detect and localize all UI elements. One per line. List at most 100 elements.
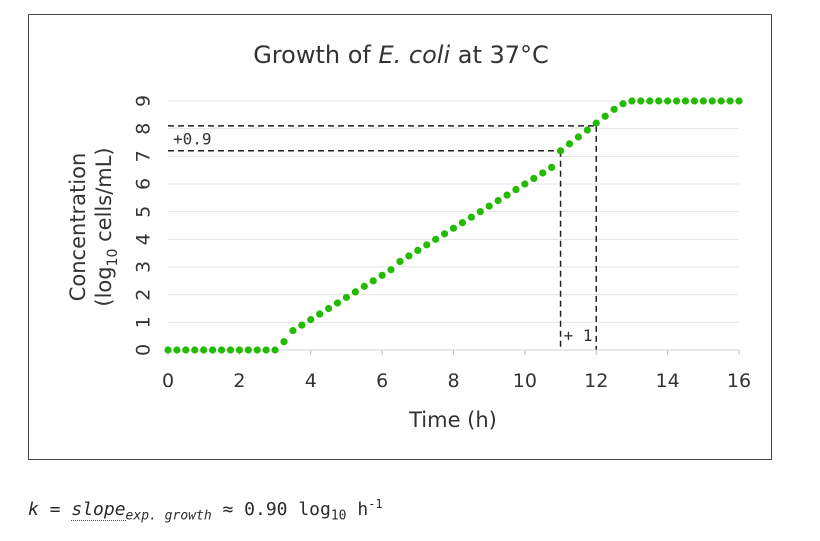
formula-equals: = [38,499,72,520]
reference-lines [168,125,597,350]
data-point [521,180,529,188]
data-point [601,112,609,120]
formula-log-sub: 10 [330,508,347,524]
data-point [333,299,342,307]
formula-approx: ≈ 0.90 log [211,499,331,520]
x-tick-label: 2 [233,370,245,392]
x-tick-label: 12 [584,370,608,392]
data-point [191,346,199,354]
data-point [699,97,707,105]
data-point [592,119,600,127]
data-point [164,346,172,354]
grid-lines [168,100,739,323]
data-point [646,97,654,105]
data-point [271,346,279,354]
data-point [298,321,306,329]
data-point [209,346,217,354]
y-tick-label: 6 [133,178,155,190]
y-tick-label: 1 [133,316,155,328]
data-point [664,97,672,105]
data-point [360,282,368,290]
data-point [628,97,636,105]
data-point [565,140,574,148]
data-point [449,224,458,232]
data-points [164,97,743,354]
data-point [655,97,663,105]
data-point [672,97,681,105]
formula-k: k [28,499,39,520]
data-point [351,288,359,296]
y-axis-label-line1: Concentration [66,153,90,302]
formula-unit-sup: -1 [368,497,383,511]
data-point [378,271,386,279]
y-tick-label: 7 [133,150,155,162]
data-point [583,126,591,134]
data-point [530,174,538,183]
data-point [440,230,449,238]
data-point [387,266,395,274]
formula-slope: slope [71,499,126,521]
x-tick-label: 4 [305,370,317,392]
data-point [226,346,235,354]
data-point [173,346,181,354]
x-tick-labels: 0 2 4 6 8 10 12 14 16 [162,350,751,392]
y-axis-label-line2: (log10 cells/mL) [92,147,121,306]
y-tick-label: 0 [133,344,155,356]
data-point [548,163,556,171]
data-point [423,241,431,249]
data-point [512,185,520,194]
data-point [539,169,547,177]
data-point [467,213,475,221]
data-point [235,346,243,354]
y-tick-label: 5 [133,206,155,218]
data-point [637,97,645,105]
y-tick-label: 3 [133,261,155,273]
x-tick-label: 8 [447,370,459,392]
rate-formula: k = slopeexp. growth ≈ 0.90 log10 h-1 [28,497,383,537]
y-tick-label: 4 [133,233,155,245]
x-axis-label: Time (h) [408,408,497,432]
data-point [432,235,440,243]
chart-title: Growth of E. coli at 37°C [253,41,549,69]
x-tick-label: 10 [513,370,537,392]
data-point [405,252,413,260]
data-point [485,202,493,210]
data-point [414,246,422,254]
data-point [458,219,467,227]
y-tick-label: 2 [133,289,155,301]
data-point [316,310,324,318]
data-point [574,133,583,141]
data-point [610,105,618,113]
data-point [217,346,226,354]
delta-x-annotation: + 1 [564,326,593,345]
x-tick-label: 16 [727,370,751,392]
data-point [244,346,252,354]
data-point [681,97,690,105]
data-point [556,147,565,155]
data-point [342,293,351,302]
data-point [735,97,743,105]
data-point [369,277,377,285]
delta-y-annotation: +0.9 [173,129,212,148]
data-point [289,327,297,335]
data-point [494,197,502,205]
data-point [690,97,698,105]
data-point [396,257,404,266]
data-point [717,97,725,105]
data-point [280,338,288,346]
y-tick-label: 8 [133,123,155,135]
x-tick-label: 6 [376,370,388,392]
data-point [324,304,333,313]
data-point [619,100,627,108]
data-point [726,97,734,105]
y-tick-label: 9 [133,95,155,107]
formula-unit: h [346,499,369,520]
x-tick-label: 0 [162,370,174,392]
data-point [253,346,261,354]
x-tick-label: 14 [656,370,680,392]
data-point [503,191,511,199]
data-point [182,346,190,354]
y-tick-labels: 0 1 2 3 4 5 6 7 8 9 [133,95,155,356]
